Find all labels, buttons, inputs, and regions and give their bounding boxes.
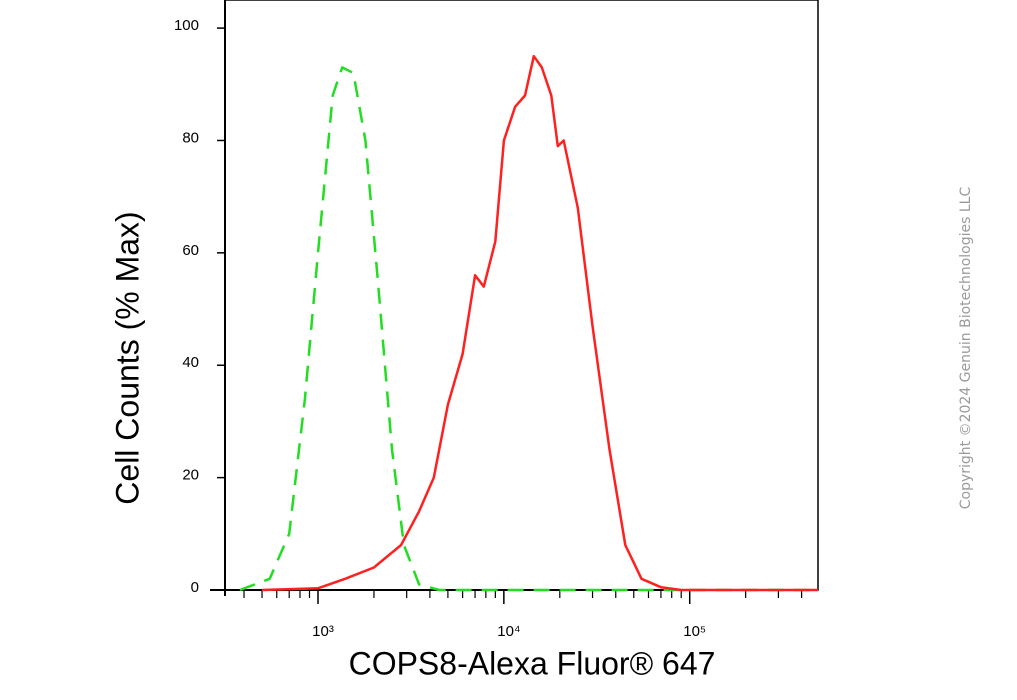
y-tick-label: 20 bbox=[182, 467, 199, 484]
histogram-line bbox=[261, 54, 818, 592]
histogram-line bbox=[239, 66, 818, 592]
x-axis-label: COPS8-Alexa Fluor® 647 bbox=[349, 645, 716, 681]
y-tick-label: 40 bbox=[182, 354, 199, 371]
y-axis-label: Cell Counts (% Max) bbox=[109, 211, 145, 504]
y-tick-label: 100 bbox=[174, 17, 199, 34]
y-tick-label: 80 bbox=[182, 129, 199, 146]
y-tick-label: 0 bbox=[191, 579, 199, 596]
copyright: Copyright ©2024 Genuin Biotechnologies L… bbox=[958, 187, 974, 510]
x-tick-label: 10⁵ bbox=[683, 623, 706, 640]
x-tick-label: 10³ bbox=[312, 623, 334, 640]
x-tick-label: 10⁴ bbox=[497, 623, 520, 640]
y-tick-label: 60 bbox=[182, 242, 199, 259]
